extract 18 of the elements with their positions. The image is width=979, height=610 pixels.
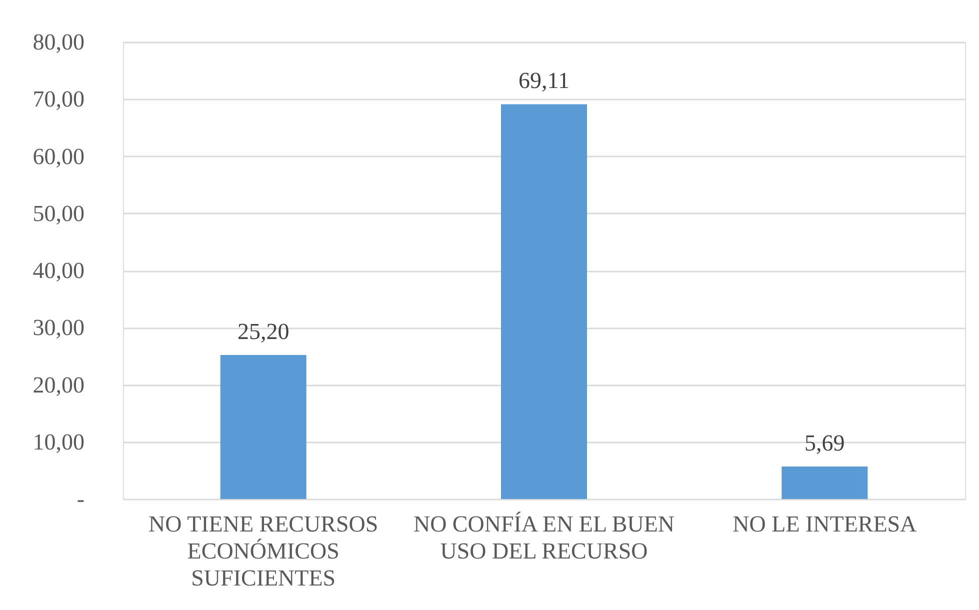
y-tick-label: 40,00 [32,258,84,283]
bar [782,466,868,499]
y-tick-label: 30,00 [32,315,84,340]
y-tick-label: 50,00 [32,200,84,226]
y-tick-label: 80,00 [32,30,84,54]
data-label: 5,69 [804,430,845,456]
bar [501,104,587,499]
y-tick-label: 20,00 [32,372,84,398]
x-tick-label: NO LE INTERESA [732,512,918,536]
data-label: 69,11 [518,68,570,94]
x-tick-label: NO TIENE RECURSOS ECONÓMICOS SUFICIENTES [148,512,378,590]
y-tick-label: 60,00 [32,144,84,169]
y-tick-label: 70,00 [32,86,84,112]
y-tick-label: - [76,486,84,512]
bar [220,355,306,499]
data-label: 25,20 [237,319,290,344]
x-tick-label: NO CONFÍA EN EL BUEN USO DEL RECURSO [413,512,675,564]
y-tick-label: 10,00 [32,429,84,454]
